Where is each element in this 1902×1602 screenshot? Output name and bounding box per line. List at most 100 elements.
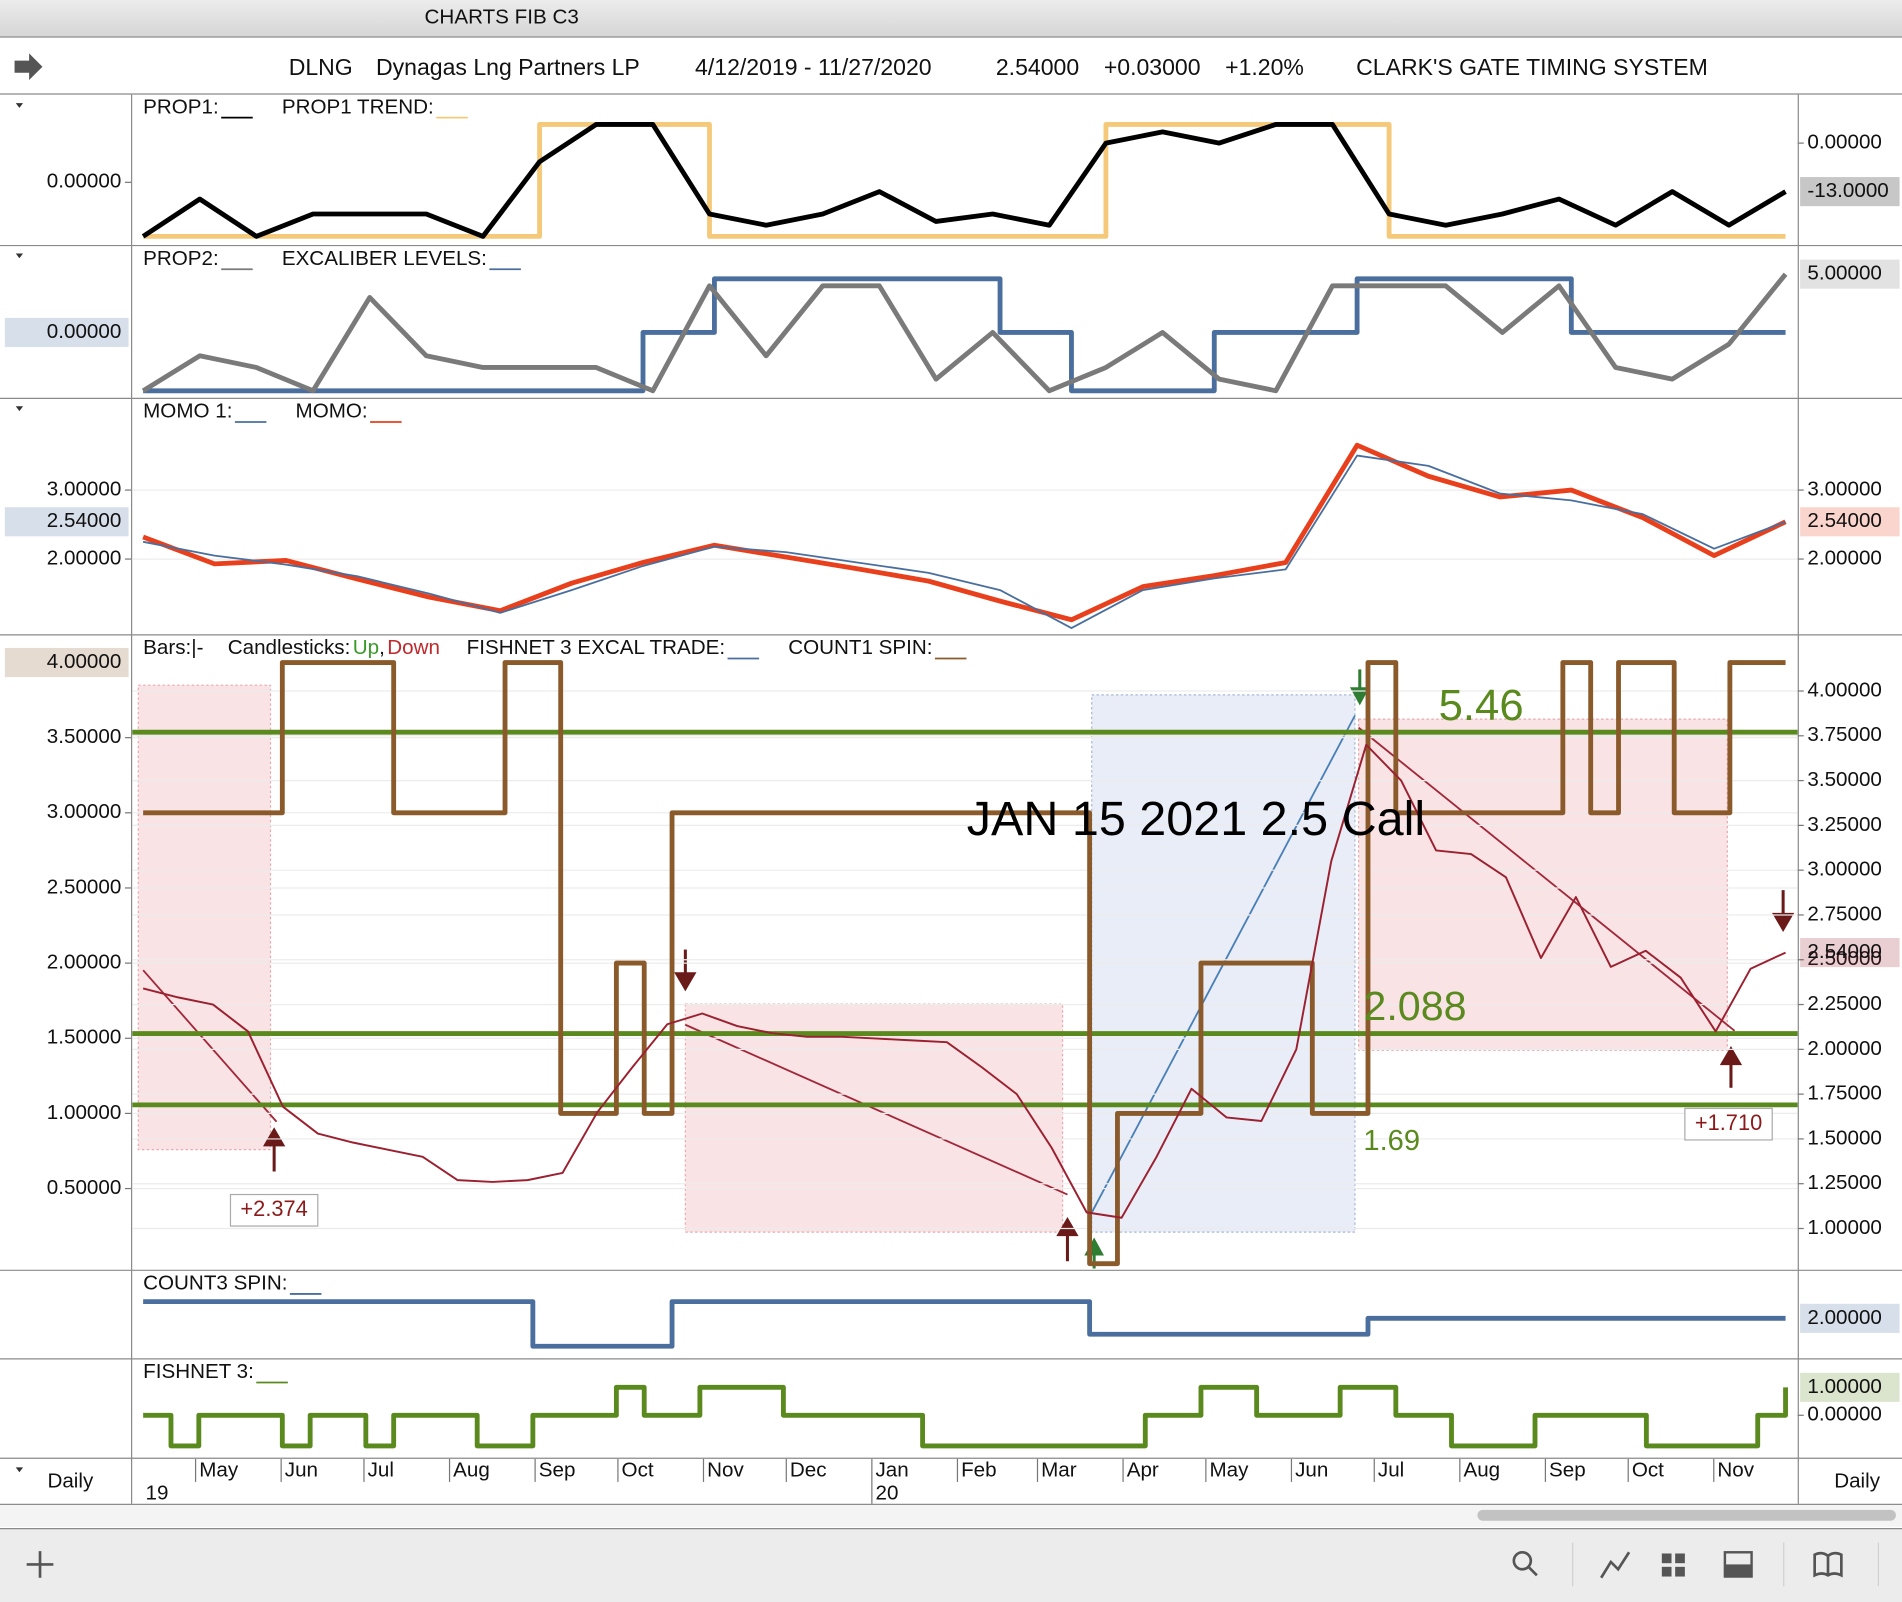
- month-label: Oct: [1632, 1458, 1664, 1481]
- series-line: [143, 660, 1786, 1267]
- y-tick-label: 0.00000: [1807, 131, 1882, 154]
- month-label: Jun: [1295, 1458, 1328, 1481]
- trade-zones: [137, 684, 1736, 1233]
- month-label: Sep: [1549, 1458, 1586, 1481]
- scroll-track: [0, 1504, 1902, 1527]
- y-tick-label: 3.00000: [1807, 477, 1882, 500]
- search-button[interactable]: [1512, 1550, 1538, 1577]
- legend-label: MOMO 1:: [143, 400, 232, 423]
- series-line: [143, 1384, 1788, 1449]
- arrow-up: [1719, 1045, 1743, 1088]
- window-title: CHARTS FIB C3: [425, 6, 579, 29]
- book-button[interactable]: [1813, 1551, 1843, 1578]
- y-tick-label: 1.00000: [47, 1101, 122, 1124]
- month-label: Feb: [961, 1458, 997, 1481]
- line-tool-button[interactable]: [1600, 1551, 1631, 1579]
- legend-label: COUNT3 SPIN:: [143, 1272, 287, 1295]
- y-tick-label: 3.50000: [47, 725, 122, 748]
- last-value-box: [1800, 938, 1900, 968]
- y-tick-label: 2.25000: [1807, 992, 1882, 1015]
- annotation: 1.69: [1363, 1125, 1420, 1157]
- legend-label: PROP1:: [143, 95, 219, 118]
- month-label: Aug: [1463, 1458, 1500, 1481]
- arrow-up: [263, 1127, 286, 1172]
- annotation: 5.46: [1439, 681, 1524, 730]
- arrow-down: [1349, 669, 1370, 706]
- month-label: May: [1210, 1458, 1250, 1481]
- series-line: [142, 454, 1786, 629]
- month-label: May: [199, 1458, 239, 1481]
- month-label: Nov: [1717, 1458, 1754, 1481]
- y-tick-label: 4.00000: [1807, 678, 1882, 701]
- y-tick-label: 3.25000: [1807, 813, 1882, 836]
- y-tick-label: 2.50000: [1807, 947, 1882, 970]
- legend-label: COUNT1 SPIN:: [788, 636, 932, 659]
- trend-line: [1358, 726, 1736, 1032]
- month-label: Oct: [622, 1458, 654, 1481]
- arrow-down: [674, 949, 697, 992]
- panel-plot: [132, 660, 1798, 1267]
- series-line: [141, 272, 1788, 394]
- arrow-icon[interactable]: [14, 53, 43, 81]
- legend-label: MOMO:: [296, 400, 368, 423]
- interval-label: Daily: [1834, 1469, 1881, 1492]
- y-tick-label: 1.50000: [1807, 1126, 1882, 1149]
- annotation-box: [229, 1193, 319, 1227]
- year-label: 19: [146, 1482, 169, 1505]
- last-value-label: 2.54000: [1807, 940, 1882, 963]
- y-tick-label: 2.50000: [47, 875, 122, 898]
- company-name: Dynagas Lng Partners LP: [376, 54, 640, 80]
- series-line: [143, 122, 1786, 239]
- month-label: Mar: [1041, 1458, 1077, 1481]
- panel-plot: [143, 1299, 1786, 1349]
- panel-borders: [0, 244, 1902, 1505]
- y-tick-label: 2.00000: [47, 951, 122, 974]
- y-tick-label: 0.00000: [47, 170, 122, 193]
- y-tick-label: 2.00000: [47, 546, 122, 569]
- add-button[interactable]: [26, 1551, 54, 1578]
- last-value-label: 5.00000: [1807, 262, 1882, 285]
- trend-line: [142, 969, 278, 1123]
- date-range: 4/12/2019 - 11/27/2020: [695, 54, 932, 80]
- trade-zone: [1357, 718, 1728, 1051]
- panel-menu[interactable]: [15, 406, 24, 412]
- last-value-box: [4, 647, 129, 678]
- price-change: +0.03000: [1104, 54, 1201, 80]
- series-line: [143, 1299, 1786, 1349]
- last-value-label: -13.0000: [1807, 179, 1888, 202]
- panel-button[interactable]: [1723, 1551, 1753, 1578]
- panel-menus: [15, 103, 24, 1473]
- legend-label: ,: [379, 636, 385, 659]
- last-value-box: [4, 507, 129, 537]
- trade-zone: [137, 684, 272, 1151]
- panel-menu[interactable]: [15, 1467, 24, 1473]
- panel-plot: [141, 122, 1787, 239]
- legend-label: Up: [353, 636, 379, 659]
- legend-label: FISHNET 3 EXCAL TRADE:: [467, 636, 725, 659]
- arrow-up: [1056, 1216, 1079, 1262]
- last-value-box: [4, 317, 129, 348]
- layout-button[interactable]: [1661, 1553, 1685, 1577]
- last-value-label: 2.54000: [1807, 509, 1882, 532]
- legend-label: Bars:|-: [143, 636, 203, 659]
- legend-label: PROP2:: [143, 247, 219, 270]
- annotation: +2.374: [240, 1196, 307, 1221]
- month-label: Sep: [539, 1458, 576, 1481]
- last-value-box: [1800, 1372, 1900, 1402]
- toolbar: [0, 1528, 1902, 1602]
- y-tick-label: 2.00000: [1807, 1037, 1882, 1060]
- panel-menu[interactable]: [15, 103, 24, 108]
- panel-menu[interactable]: [15, 253, 24, 259]
- scroll-thumb[interactable]: [1477, 1509, 1896, 1521]
- month-label: Jun: [285, 1458, 318, 1481]
- annotation-box: [1684, 1107, 1773, 1141]
- y-tick-label: 1.75000: [1807, 1082, 1882, 1105]
- legend-label: PROP1 TREND:: [282, 95, 434, 118]
- panel-plot: [143, 1384, 1788, 1449]
- series-line: [142, 442, 1787, 623]
- series-line: [142, 743, 1786, 1219]
- annotation: JAN 15 2021 2.5 Call: [967, 792, 1425, 846]
- last-value-label: 1.00000: [1807, 1375, 1882, 1398]
